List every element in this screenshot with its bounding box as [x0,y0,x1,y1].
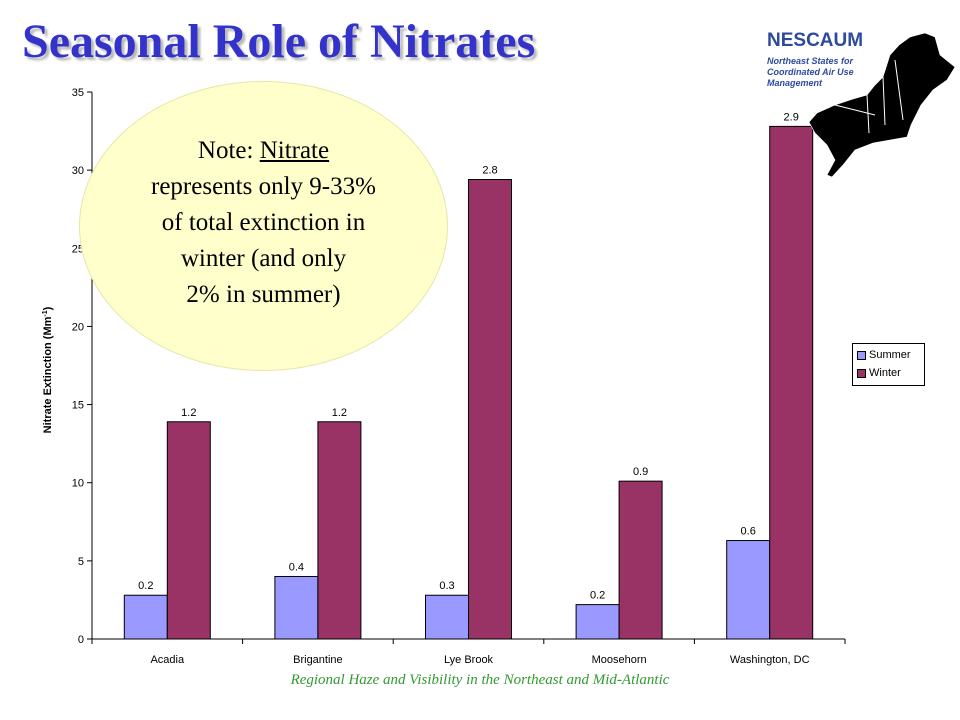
y-tick-label: 5 [78,556,84,568]
nescaum-map-logo [775,17,956,178]
legend-item-summer: Summer [857,348,911,362]
y-tick-label: 30 [72,165,84,177]
chart-bars [123,125,814,640]
bar-summer-3 [425,594,469,640]
x-tick-label: Moosehorn [592,654,647,666]
legend-label: Summer [869,349,911,361]
bar-winter-5 [769,125,814,640]
chart-legend: Summer Winter [852,343,925,386]
data-label: 0.9 [633,466,648,478]
logo-subtitle-line: Coordinated Air Use [767,67,854,77]
y-axis-label: Nitrate Extinction (Mm-1) [42,306,54,433]
data-label: 0.2 [138,580,153,592]
y-tick-label: 20 [72,321,84,333]
data-label: 2.9 [784,111,799,123]
note-line: 2% in summer) [186,281,341,308]
footer-caption: Regional Haze and Visibility in the Nort… [290,672,670,688]
legend-label: Winter [869,367,901,379]
y-tick-label: 10 [72,478,84,490]
note-line: of total extinction in [161,209,366,236]
bar-winter-2 [317,421,362,640]
bar-winter-4 [618,480,663,640]
logo-subtitle-line: Management [767,78,823,88]
note-prefix: Note: [197,137,260,164]
note-keyword: Nitrate [259,137,330,164]
logo-subtitle: Northeast States for Coordinated Air Use… [767,56,854,89]
data-label: 0.3 [439,580,454,592]
data-label: 2.8 [482,165,497,177]
data-label: 1.2 [332,407,347,419]
note-line: Note: Nitrate [80,133,447,169]
x-tick-label: Brigantine [293,654,343,666]
y-tick-label: 35 [72,87,84,99]
page-title: Seasonal Role of Nitrates [22,15,536,68]
x-tick-label: Washington, DC [730,654,810,666]
note-line: winter (and only [180,245,347,272]
bar-summer-5 [726,540,771,640]
bar-winter-3 [468,179,512,640]
chart-data-labels: 0.2 1.2 0.4 1.2 0.3 2.8 0.2 0.9 0.6 2.9 [138,111,799,601]
data-label: 0.4 [289,561,304,573]
bar-summer-4 [575,604,620,640]
y-tick-label: 0 [78,634,84,646]
x-tick-label: Lye Brook [444,654,494,666]
bar-summer-1 [123,594,168,640]
data-label: 1.2 [181,407,196,419]
data-label: 0.2 [590,590,605,602]
legend-swatch-summer [857,350,866,360]
x-tick-label: Acadia [150,654,185,666]
note-line: represents only 9-33% [151,173,376,200]
bar-winter-1 [166,421,211,640]
logo-name: NESCAUM [767,30,864,51]
note-callout [80,82,447,370]
logo-subtitle-line: Northeast States for [767,56,854,66]
legend-item-winter: Winter [857,366,901,380]
data-label: 0.6 [741,526,756,538]
note-text: Note: Nitrate represents only 9-33% of t… [80,133,447,313]
y-tick-label: 15 [72,400,84,412]
legend-swatch-winter [857,368,866,378]
bar-summer-2 [274,575,319,640]
